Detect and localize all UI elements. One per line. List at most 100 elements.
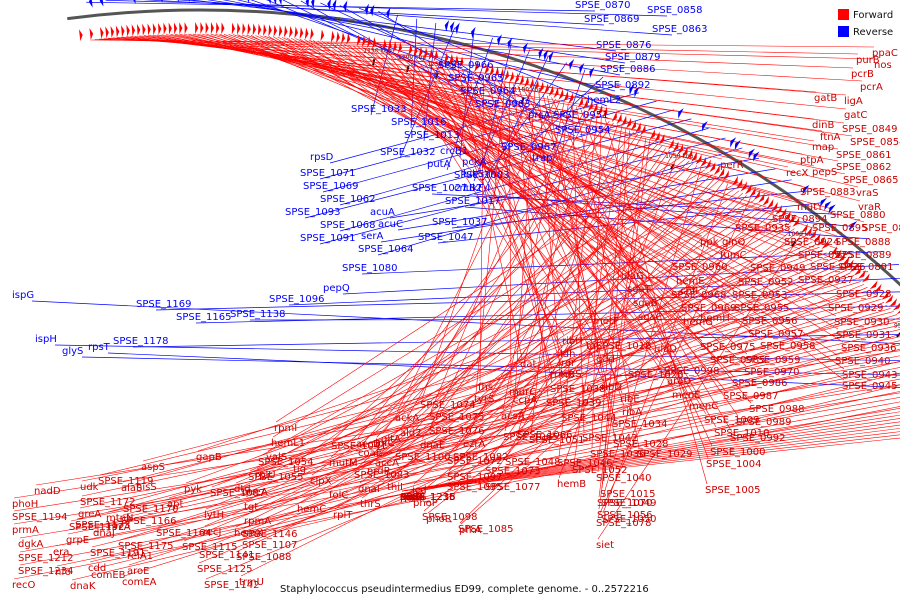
forward-leader-line [448,150,670,456]
forward-leader-line [388,178,721,482]
reverse-gene-label: SPSE_1027 [412,183,468,194]
forward-gene-label: SPSE_1125 [197,564,253,575]
forward-gene-label: ackA [395,413,419,424]
forward-gene-label: SPSE_0929 [828,303,884,314]
forward-gene-arrow [335,31,340,44]
forward-gene-label: SPSE_1004 [706,459,762,470]
forward-gene-arrow [163,22,167,35]
reverse-gene-label: SPSE_0876 [596,40,652,51]
reverse-gene-label: pepQ [323,283,350,294]
forward-gene-label: pyk [184,484,202,495]
forward-gene-label: SPSE_1077 [485,482,541,493]
forward-gene-label: SPSE_0862 [836,162,892,173]
forward-gene-arrow [494,66,499,78]
forward-leader-line [602,183,729,514]
forward-gene-label: dnaG [400,492,427,503]
forward-gene-label: dnaE [420,440,445,451]
forward-gene-arrow [136,23,141,36]
forward-leader-line [56,391,900,567]
forward-gene-label: SPSE_0883 [800,187,856,198]
forward-gene-label: SPSE_1083 [354,470,410,481]
forward-gene-arrow [299,27,304,39]
reverse-gene-label: SPSE_0879 [605,52,661,63]
forward-gene-arrow [700,156,707,168]
forward-gene-label: SPSE_1038 [550,384,606,395]
forward-leader-line [128,317,900,566]
forward-gene-arrow [829,246,838,256]
forward-leader-line [161,34,789,168]
reverse-gene-label: SPSE_0951 [553,110,609,121]
forward-gene-label: SPSE_0969 [681,303,737,314]
forward-gene-arrows [78,22,900,315]
forward-gene-arrow [873,283,882,293]
forward-leader-line [237,269,848,552]
reverse-gene-arrow [828,204,836,214]
forward-gene-label: SPSE_1236 [400,492,456,503]
forward-gene-label: SPSE_0955 [734,303,790,314]
forward-gene-label: relA1 [127,551,153,562]
forward-gene-arrow [568,92,574,104]
forward-gene-label: rpmA [244,516,271,527]
forward-gene-label: SPSE_1049 [601,498,657,509]
forward-leader-line [99,38,859,55]
forward-gene-arrow [611,111,617,123]
forward-gene-label: valS [266,452,287,463]
forward-gene-arrow [78,29,83,42]
forward-leader-line [413,192,744,485]
reverse-gene-arrow [730,137,737,148]
forward-gene-arrow [709,162,716,173]
forward-leader-line [414,56,667,366]
reverse-gene-labels: SPSE_0870 SPSE_0858SPSE_0869SPSE_0863SPSE… [12,0,708,357]
forward-gene-arrow [845,259,854,269]
forward-gene-arrow [809,229,817,240]
forward-gene-label: SPSE_0949 [750,263,806,274]
forward-gene-label: SPSE_1119 [98,476,154,487]
genome-backbone-arc [67,8,900,287]
forward-gene-arrow [320,29,325,42]
genome-caption: Staphylococcus pseudintermedius ED99, co… [280,584,649,595]
forward-gene-arrow [881,290,890,300]
forward-gene-label: gatC [844,110,867,121]
forward-gene-label: gltA [381,434,401,445]
forward-gene-arrow [800,223,808,234]
forward-leader-line [211,252,827,488]
forward-gene-label: queA [242,487,268,498]
forward-leader-line [124,295,878,504]
reverse-gene-arrow [364,3,369,16]
forward-gene-label: SPSE_1052 [572,465,628,476]
forward-gene-label: SPSE_1074 [420,400,476,411]
forward-gene-label: recJ [203,527,222,538]
forward-gene-label: hemX [234,528,263,539]
forward-gene-arrow [630,120,636,131]
forward-gene-arrow [99,26,104,39]
forward-leader-line [530,103,569,435]
forward-gene-label: mtnN [106,513,133,524]
forward-gene-label: SPSE_0894 [772,214,828,225]
reverse-gene-label: SPSE_1093 [285,207,341,218]
forward-gene-arrow [736,178,743,189]
forward-gene-label: comEA [122,577,157,588]
forward-label-leaders [13,33,900,581]
forward-gene-label: udk [80,482,99,493]
forward-gene-arrow [753,190,761,201]
forward-gene-label: rpmI [274,423,297,434]
forward-gene-arrow [621,115,627,127]
forward-gene-arrow [821,239,829,249]
forward-gene-arrow [519,74,524,86]
forward-leader-line [321,41,745,316]
forward-gene-label: SPSE_1072 [447,456,503,467]
forward-leader-line [454,148,666,452]
forward-gene-label: SPSE_1173 [75,520,131,531]
forward-gene-label: dgkA [18,539,43,550]
forward-gene-arrow [718,167,725,178]
forward-gene-label: infC [375,438,395,449]
forward-leader-line [268,36,679,276]
forward-leader-line [286,37,674,290]
backbone-tick [791,240,797,247]
forward-gene-arrow [310,28,314,41]
forward-leader-line [366,47,596,316]
forward-leader-line [580,108,709,459]
reverse-gene-label: glyS [62,346,83,357]
forward-gene-label: ror [561,358,576,369]
forward-gene-label: SPSE_1142 [204,580,260,591]
